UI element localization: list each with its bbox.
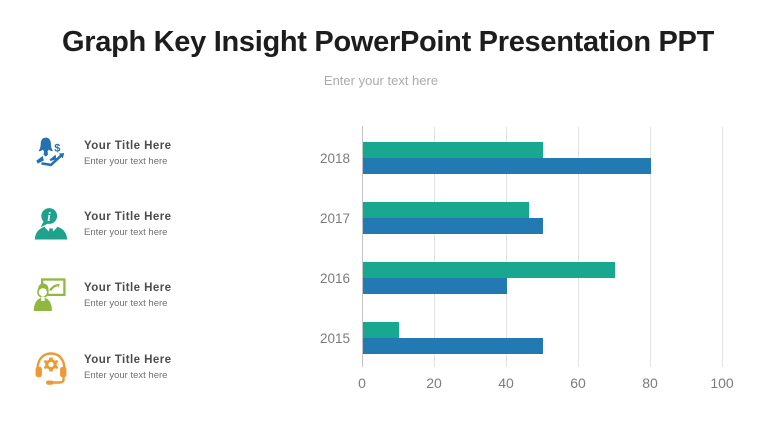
svg-text:$: $ [54, 143, 60, 155]
svg-text:i: i [47, 210, 51, 224]
